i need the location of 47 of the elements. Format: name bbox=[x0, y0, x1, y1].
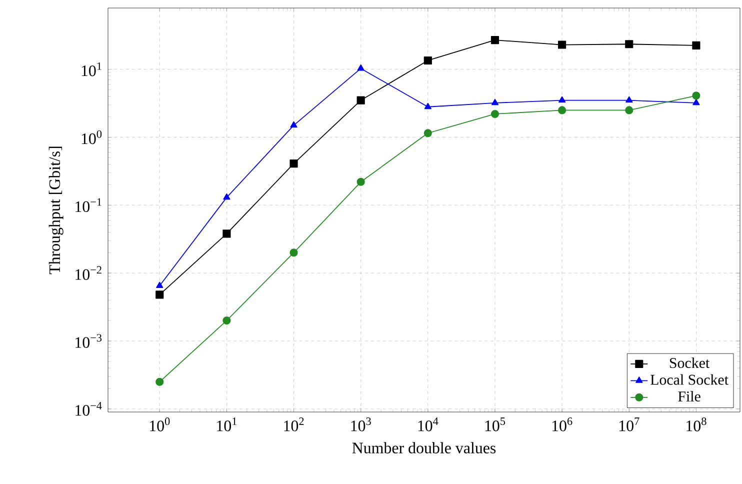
point bbox=[490, 36, 500, 44]
point bbox=[222, 316, 231, 325]
point bbox=[692, 92, 700, 100]
point bbox=[625, 40, 634, 48]
point bbox=[356, 178, 365, 186]
point bbox=[156, 290, 164, 299]
point bbox=[490, 110, 500, 118]
point bbox=[290, 248, 298, 257]
x-tick-label: 10$^{0}$ bbox=[150, 418, 170, 432]
legend-label: Socket bbox=[670, 358, 710, 368]
x-axis-title: Number double values bbox=[352, 442, 496, 454]
y-tick-label: 10$^{−3}$ bbox=[76, 334, 102, 348]
point bbox=[424, 56, 432, 65]
y-axis-title: Throughput [Gbit/s] bbox=[48, 146, 64, 274]
point bbox=[692, 98, 700, 106]
y-tick-label: 10$^{1}$ bbox=[82, 62, 102, 76]
x-tick-label: 10$^{8}$ bbox=[686, 418, 706, 432]
legend-label: Local Socket bbox=[650, 374, 728, 385]
y-tick-label: 10$^{−4}$ bbox=[76, 402, 102, 416]
x-tick-label: 10$^{2}$ bbox=[284, 418, 304, 432]
x-tick-label: 10$^{5}$ bbox=[485, 418, 506, 432]
point bbox=[558, 96, 566, 103]
point bbox=[357, 64, 364, 71]
point bbox=[156, 378, 164, 386]
y-tick-label: 10$^{−1}$ bbox=[76, 198, 102, 212]
point bbox=[290, 121, 298, 128]
point bbox=[491, 98, 499, 106]
x-tick-label: 10$^{6}$ bbox=[552, 418, 572, 432]
point bbox=[558, 40, 566, 49]
point bbox=[626, 96, 633, 103]
point bbox=[558, 106, 566, 114]
legend-label: File bbox=[678, 391, 700, 402]
point bbox=[424, 102, 432, 110]
point bbox=[156, 282, 164, 288]
point bbox=[223, 193, 230, 200]
x-tick-label: 10$^{7}$ bbox=[620, 418, 640, 432]
point bbox=[290, 160, 298, 168]
point bbox=[222, 230, 231, 238]
point bbox=[356, 96, 365, 104]
y-tick-label: 10$^{−2}$ bbox=[76, 266, 102, 280]
point bbox=[692, 41, 700, 50]
point bbox=[625, 106, 634, 114]
x-tick-label: 10$^{3}$ bbox=[351, 418, 371, 432]
x-tick-label: 10$^{4}$ bbox=[418, 418, 438, 432]
point bbox=[424, 129, 432, 138]
y-tick-label: 10$^{0}$ bbox=[82, 130, 102, 144]
x-tick-label: 10$^{1}$ bbox=[217, 418, 237, 432]
